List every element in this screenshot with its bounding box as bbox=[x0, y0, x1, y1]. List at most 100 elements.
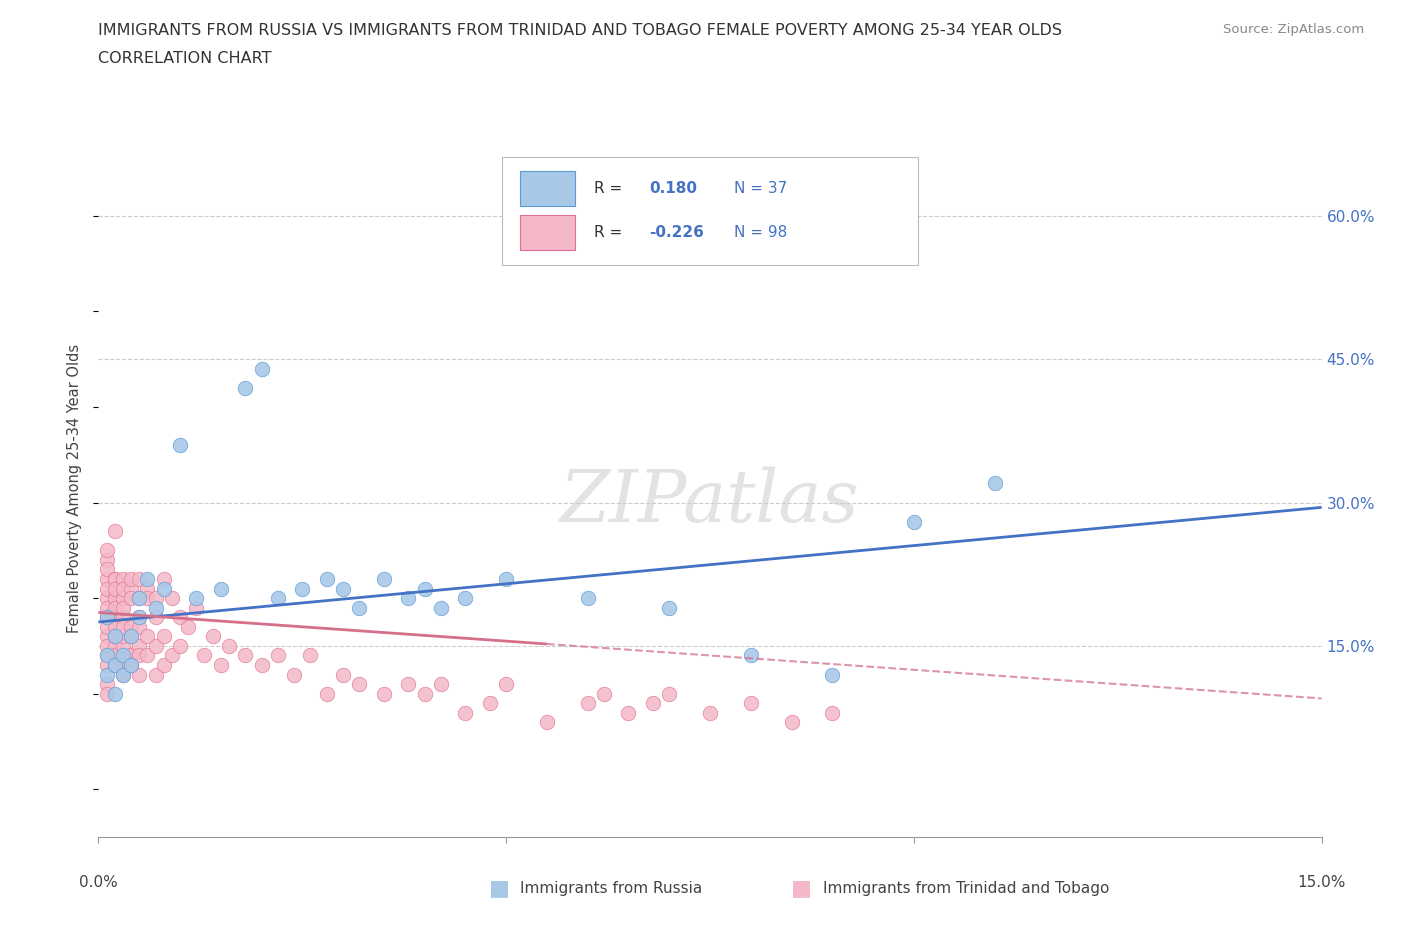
Text: 15.0%: 15.0% bbox=[1298, 875, 1346, 890]
Point bbox=[193, 648, 215, 663]
Point bbox=[396, 677, 419, 692]
Point bbox=[495, 572, 517, 587]
Point bbox=[373, 572, 395, 587]
Bar bbox=[520, 171, 575, 206]
Point bbox=[145, 667, 167, 682]
Point bbox=[111, 667, 134, 682]
Point bbox=[209, 581, 232, 596]
Point bbox=[120, 629, 142, 644]
Point bbox=[641, 696, 664, 711]
Point bbox=[128, 572, 150, 587]
Point bbox=[96, 562, 118, 577]
FancyBboxPatch shape bbox=[502, 157, 918, 265]
Point bbox=[96, 581, 118, 596]
Point bbox=[145, 610, 167, 625]
Point bbox=[111, 610, 134, 625]
Point bbox=[186, 600, 208, 615]
Point bbox=[111, 619, 134, 634]
Text: 0.0%: 0.0% bbox=[79, 875, 118, 890]
Point bbox=[233, 380, 256, 395]
Point bbox=[96, 600, 118, 615]
Point bbox=[478, 696, 501, 711]
Point bbox=[145, 639, 167, 654]
Point bbox=[128, 639, 150, 654]
Point bbox=[740, 696, 762, 711]
Point bbox=[104, 581, 127, 596]
Text: R =: R = bbox=[593, 180, 627, 196]
Point bbox=[111, 600, 134, 615]
Point bbox=[136, 591, 159, 605]
Point bbox=[104, 658, 127, 672]
Point bbox=[177, 619, 200, 634]
Point bbox=[120, 658, 142, 672]
Point bbox=[250, 658, 273, 672]
Point bbox=[104, 610, 127, 625]
Text: ZIPatlas: ZIPatlas bbox=[560, 467, 860, 538]
Point bbox=[152, 629, 174, 644]
Point bbox=[96, 619, 118, 634]
Point bbox=[283, 667, 305, 682]
Point bbox=[152, 581, 174, 596]
Point bbox=[152, 572, 174, 587]
Point bbox=[349, 600, 371, 615]
Point bbox=[152, 658, 174, 672]
Text: Immigrants from Russia: Immigrants from Russia bbox=[520, 881, 703, 896]
Point bbox=[396, 591, 419, 605]
Point bbox=[145, 600, 167, 615]
Point bbox=[120, 591, 142, 605]
Point bbox=[104, 658, 127, 672]
Point bbox=[145, 591, 167, 605]
Point bbox=[332, 667, 354, 682]
Point bbox=[160, 591, 183, 605]
Point bbox=[821, 705, 844, 720]
Point bbox=[821, 667, 844, 682]
Point bbox=[96, 648, 118, 663]
Point bbox=[454, 705, 477, 720]
Text: Source: ZipAtlas.com: Source: ZipAtlas.com bbox=[1223, 23, 1364, 36]
Point bbox=[160, 648, 183, 663]
Point bbox=[104, 572, 127, 587]
Point bbox=[495, 677, 517, 692]
Bar bbox=[520, 215, 575, 250]
Point bbox=[332, 581, 354, 596]
Point bbox=[413, 581, 436, 596]
Point bbox=[96, 552, 118, 567]
Point bbox=[96, 677, 118, 692]
Point bbox=[267, 591, 290, 605]
Point bbox=[96, 591, 118, 605]
Point bbox=[250, 362, 273, 377]
Point bbox=[136, 581, 159, 596]
Point bbox=[111, 591, 134, 605]
Point bbox=[430, 677, 453, 692]
Text: ■: ■ bbox=[792, 878, 811, 898]
Text: -0.226: -0.226 bbox=[650, 225, 704, 240]
Point bbox=[169, 438, 191, 453]
Text: Immigrants from Trinidad and Tobago: Immigrants from Trinidad and Tobago bbox=[823, 881, 1109, 896]
Point bbox=[104, 572, 127, 587]
Point bbox=[120, 619, 142, 634]
Point bbox=[209, 658, 232, 672]
Point bbox=[104, 629, 127, 644]
Point bbox=[430, 600, 453, 615]
Point bbox=[96, 572, 118, 587]
Point bbox=[617, 705, 640, 720]
Point bbox=[299, 648, 322, 663]
Point bbox=[315, 572, 337, 587]
Point bbox=[96, 639, 118, 654]
Point bbox=[136, 572, 159, 587]
Point bbox=[699, 705, 721, 720]
Y-axis label: Female Poverty Among 25-34 Year Olds: Female Poverty Among 25-34 Year Olds bbox=[67, 344, 83, 632]
Point bbox=[96, 658, 118, 672]
Point bbox=[128, 610, 150, 625]
Point bbox=[903, 514, 925, 529]
Point bbox=[120, 572, 142, 587]
Point bbox=[128, 610, 150, 625]
Point bbox=[111, 629, 134, 644]
Point bbox=[593, 686, 616, 701]
Point bbox=[169, 610, 191, 625]
Point bbox=[128, 667, 150, 682]
Point bbox=[120, 648, 142, 663]
Point bbox=[413, 686, 436, 701]
Text: 0.180: 0.180 bbox=[650, 180, 697, 196]
Text: IMMIGRANTS FROM RUSSIA VS IMMIGRANTS FROM TRINIDAD AND TOBAGO FEMALE POVERTY AMO: IMMIGRANTS FROM RUSSIA VS IMMIGRANTS FRO… bbox=[98, 23, 1063, 38]
